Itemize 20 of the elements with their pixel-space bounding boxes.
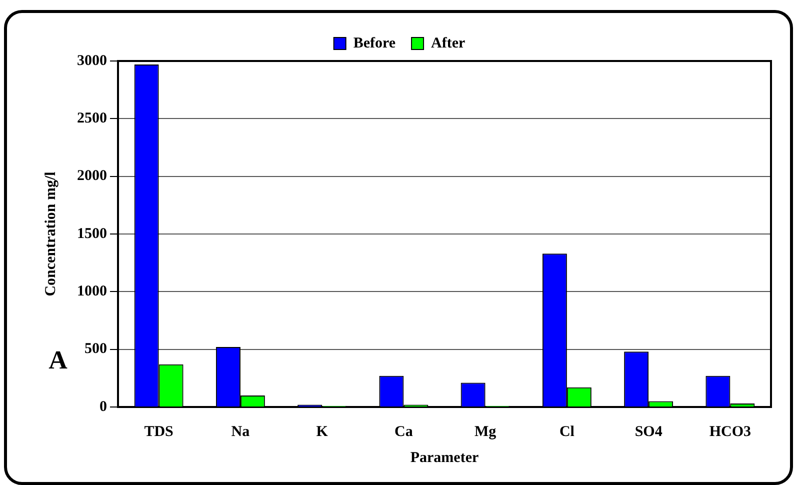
x-tick-label: Na	[231, 424, 250, 440]
legend-label: Before	[353, 35, 396, 52]
y-axis-title: Concentration mg/l	[42, 172, 59, 296]
x-tick-label: SO4	[634, 424, 663, 440]
text: A	[48, 346, 68, 375]
x-tick-label: K	[316, 424, 328, 440]
x-tick-label: Mg	[474, 424, 497, 440]
x-tick-label: Ca	[394, 424, 414, 440]
y-tick-label: 0	[100, 398, 107, 415]
x-tick-label: HCO3	[709, 424, 752, 440]
x-tick-label: TDS	[144, 424, 174, 440]
y-tick-label: 1000	[77, 284, 107, 300]
x-tick-label: Cl	[559, 424, 574, 440]
x-axis-title: Parameter	[410, 450, 479, 466]
legend-label: After	[431, 35, 466, 52]
y-tick-label: 3000	[77, 52, 107, 69]
y-tick-label: 2500	[77, 110, 107, 127]
y-tick-label: 500	[84, 341, 107, 358]
y-tick-label: 1500	[77, 226, 107, 242]
y-tick-label: 2000	[77, 168, 107, 184]
